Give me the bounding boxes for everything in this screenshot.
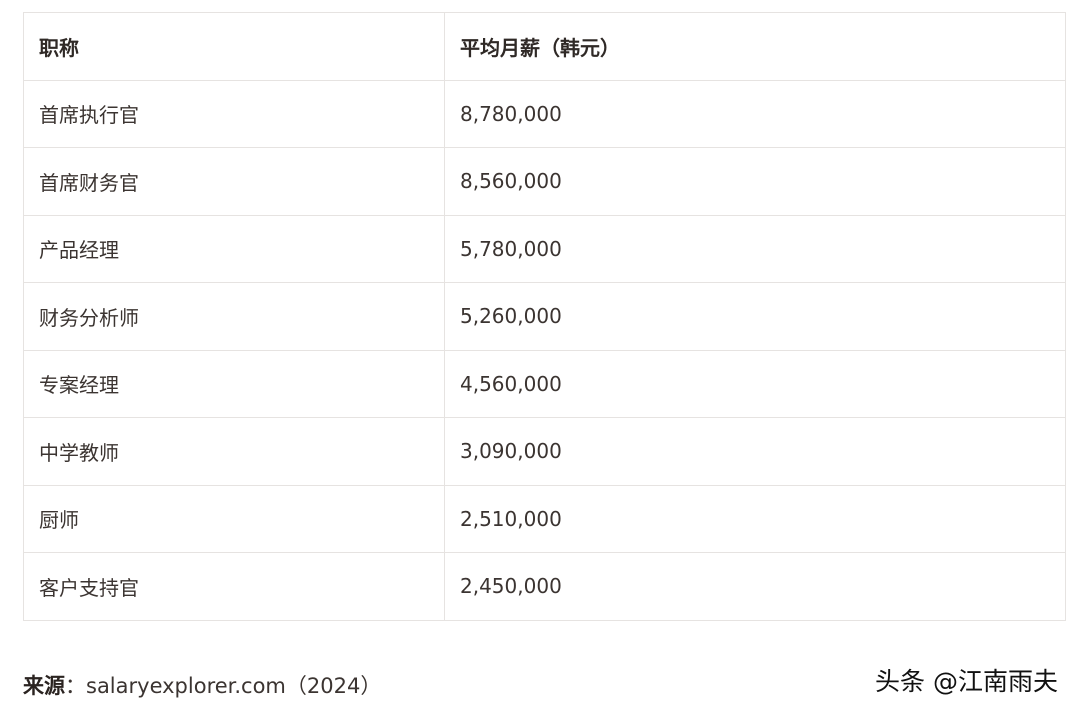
source-text: salaryexplorer.com（2024） [86,674,382,698]
salary-cell: 8,560,000 [444,147,1066,216]
header-job-title: 职称 [23,12,445,81]
table-row: 财务分析师 5,260,000 [23,282,1066,351]
table-row: 客户支持官 2,450,000 [23,552,1066,621]
table-row: 中学教师 3,090,000 [23,417,1066,486]
salary-cell: 5,260,000 [444,282,1066,351]
job-title-cell: 首席财务官 [23,147,445,216]
source-separator: ： [65,674,86,698]
salary-table: 职称 平均月薪（韩元） 首席执行官 8,780,000 首席财务官 8,560,000… [23,12,1066,621]
job-title-cell: 专案经理 [23,349,445,418]
salary-cell: 2,510,000 [444,484,1066,553]
salary-cell: 8,780,000 [444,79,1066,148]
job-title-cell: 财务分析师 [23,282,445,351]
table-header-row: 职称 平均月薪（韩元） [23,12,1066,81]
job-title-cell: 产品经理 [23,214,445,283]
table-row: 专案经理 4,560,000 [23,349,1066,418]
table-row: 首席财务官 8,560,000 [23,147,1066,216]
table-row: 厨师 2,510,000 [23,484,1066,553]
job-title-cell: 客户支持官 [23,552,445,621]
source-note: 来源：salaryexplorer.com（2024） [23,670,381,700]
table-row: 产品经理 5,780,000 [23,214,1066,283]
salary-cell: 5,780,000 [444,214,1066,283]
job-title-cell: 中学教师 [23,417,445,486]
table-row: 首席执行官 8,780,000 [23,79,1066,148]
job-title-cell: 首席执行官 [23,79,445,148]
salary-cell: 3,090,000 [444,417,1066,486]
salary-cell: 4,560,000 [444,349,1066,418]
source-label: 来源 [23,674,65,698]
job-title-cell: 厨师 [23,484,445,553]
header-avg-salary: 平均月薪（韩元） [444,12,1066,81]
watermark: 头条 @江南雨夫 [875,667,1058,696]
salary-cell: 2,450,000 [444,552,1066,621]
